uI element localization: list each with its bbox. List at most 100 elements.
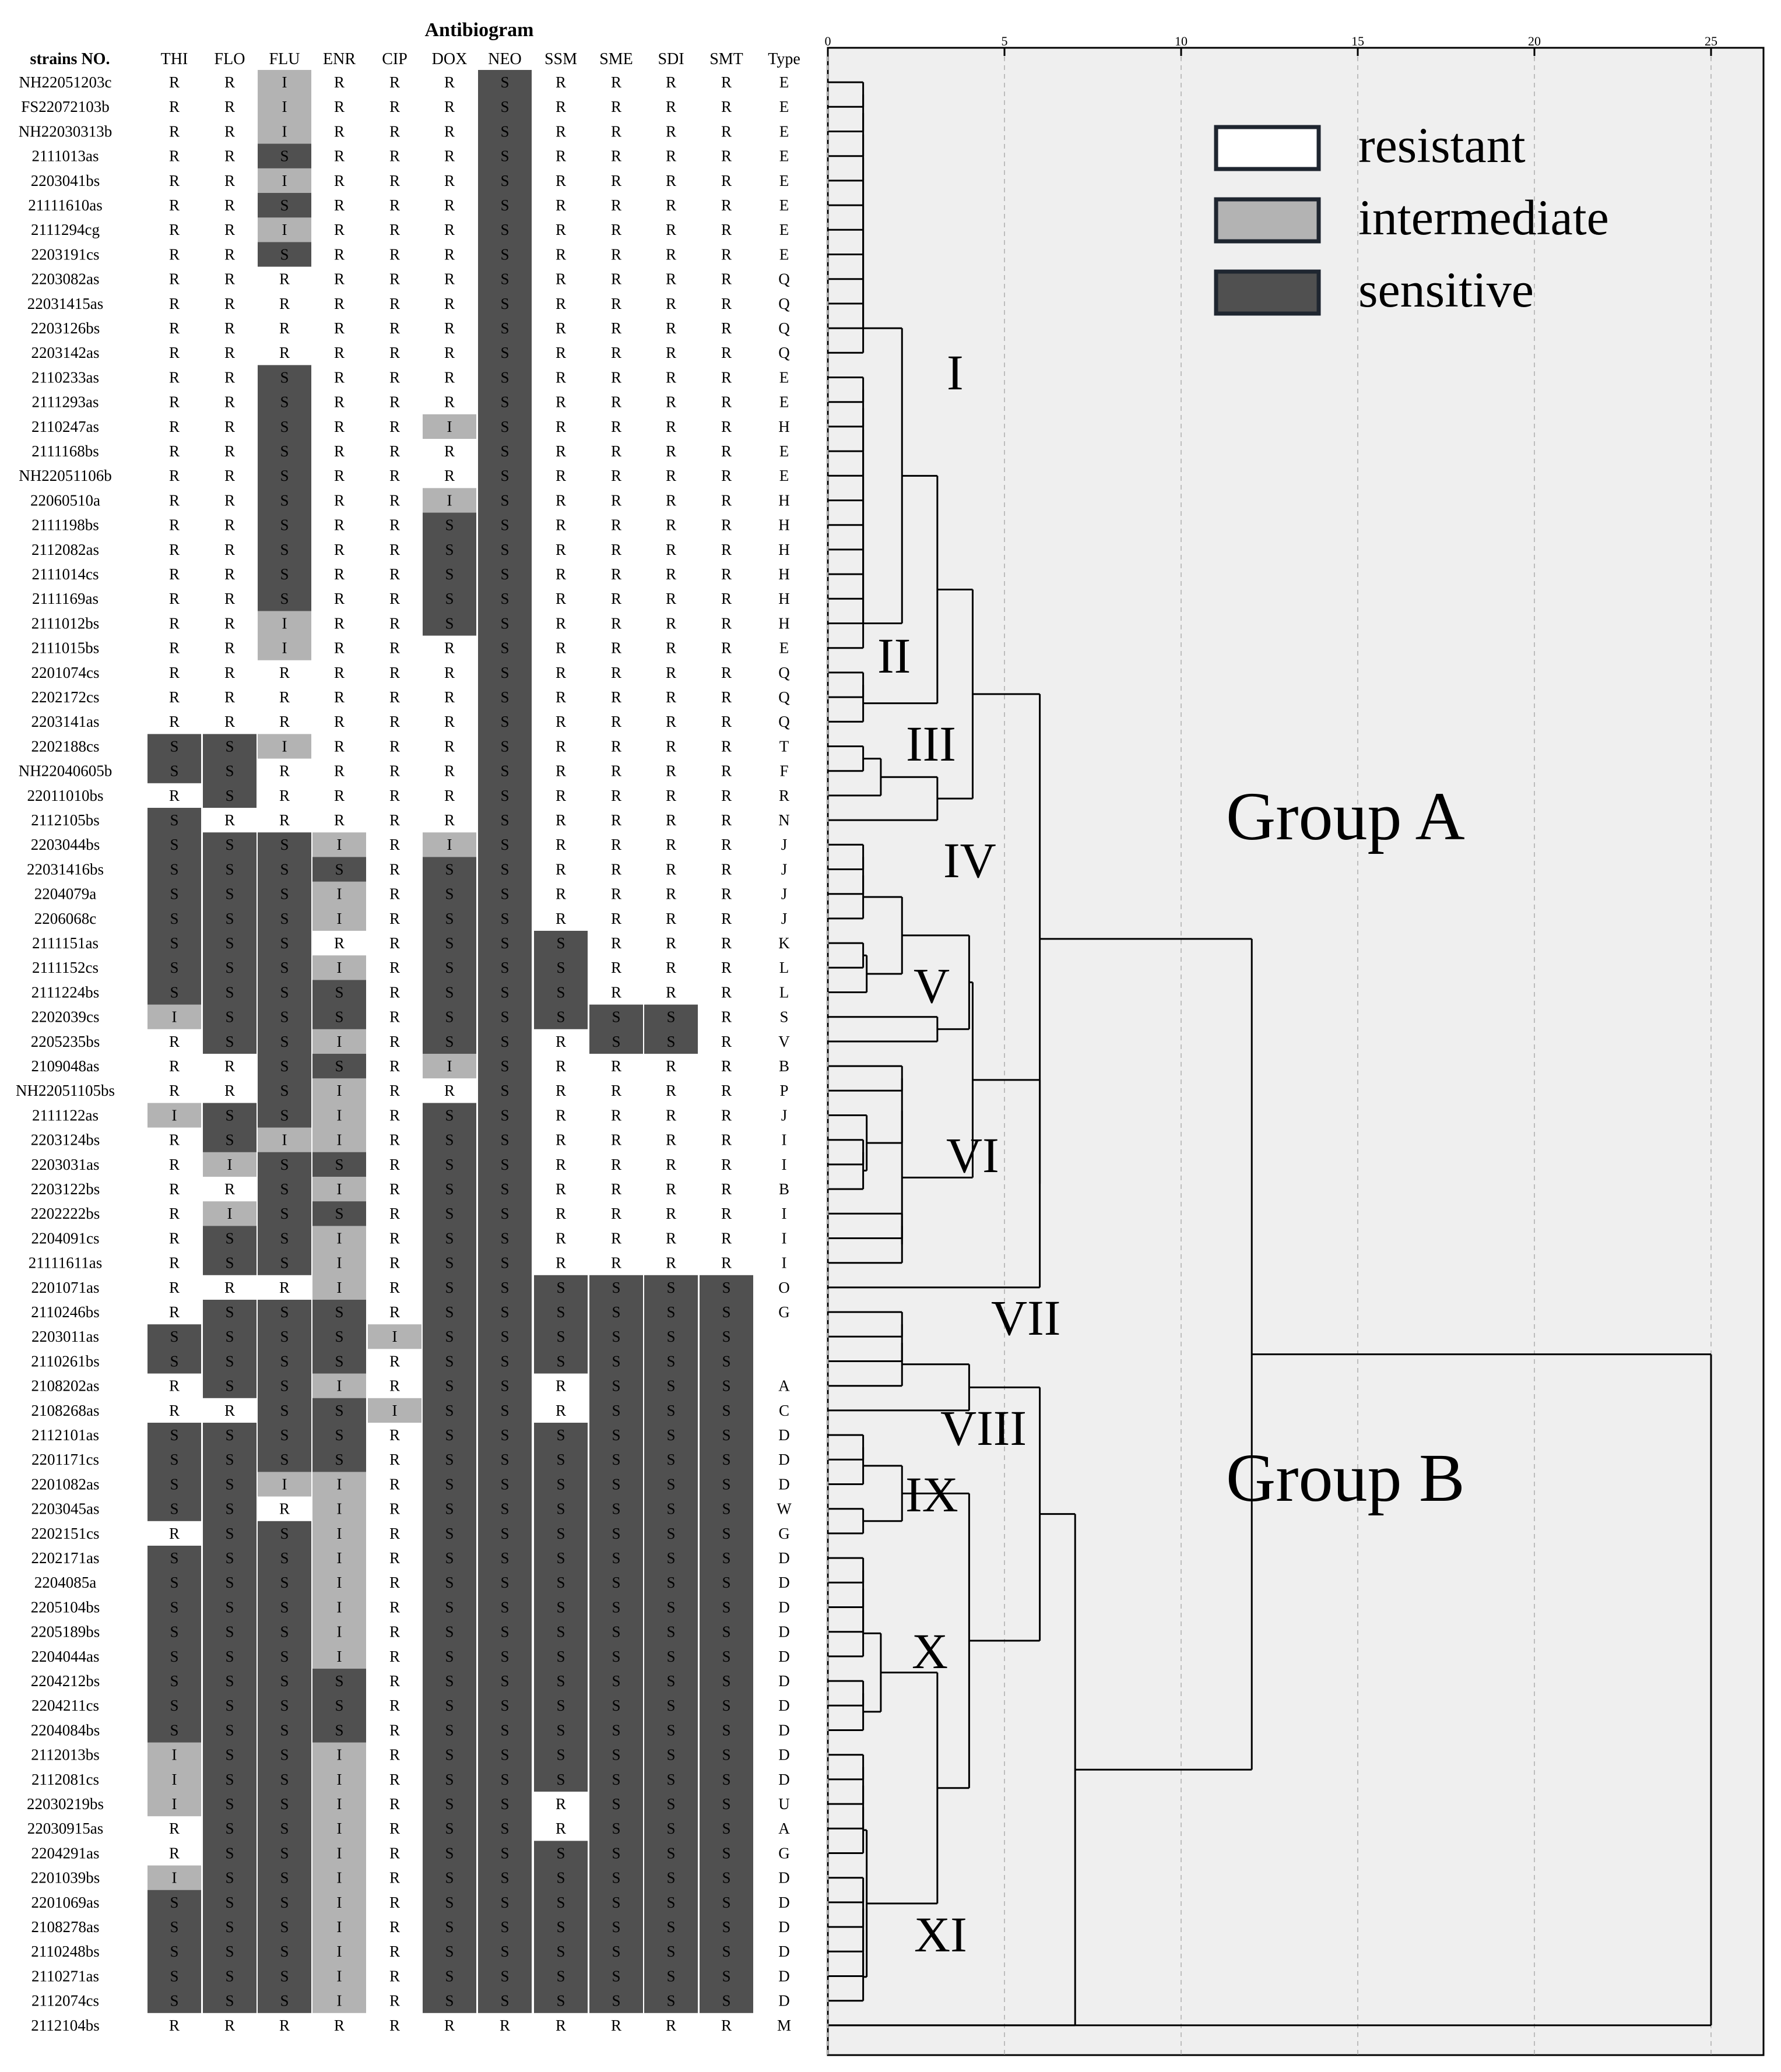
cell-sensitive (423, 1275, 476, 1300)
cell-sensitive (478, 758, 532, 784)
cell-intermediate (312, 1521, 366, 1546)
cell-sensitive (478, 1275, 532, 1300)
cell-resistant (589, 291, 643, 316)
cell-resistant (589, 857, 643, 882)
cell-sensitive (534, 931, 588, 956)
cell-sensitive (534, 1300, 588, 1325)
cell-resistant (368, 906, 421, 931)
cell-value: S (500, 418, 509, 435)
cell-resistant (368, 1127, 421, 1153)
cell-value: R (389, 1697, 400, 1714)
cell-sensitive (423, 1619, 476, 1645)
cell-value: S (612, 1598, 620, 1616)
cell-resistant (644, 660, 698, 685)
cell-value: S (280, 491, 289, 509)
cell-value: S (722, 1943, 730, 1960)
cell-value: R (666, 516, 676, 534)
cell-sensitive (644, 1324, 698, 1349)
cell-resistant (700, 1127, 753, 1153)
antibiotic-header-sdi: SDI (658, 50, 684, 68)
cell-value: S (225, 1131, 234, 1149)
cell-resistant (589, 217, 643, 242)
cell-value: S (280, 910, 289, 927)
cell-resistant (203, 316, 257, 341)
type-label: E (779, 467, 789, 484)
cell-sensitive (258, 414, 311, 439)
cell-value: S (556, 1894, 565, 1911)
cell-value: I (337, 1746, 342, 1764)
cell-sensitive (203, 1029, 257, 1054)
cell-value: S (500, 73, 509, 91)
type-label: F (779, 762, 788, 780)
cell-sensitive (534, 1570, 588, 1595)
cell-sensitive (258, 1644, 311, 1669)
cell-value: S (666, 1967, 675, 1985)
cell-sensitive (700, 1447, 753, 1472)
cell-sensitive (534, 1693, 588, 1718)
type-label: E (779, 221, 789, 238)
cell-value: S (500, 1992, 509, 2010)
cell-value: S (225, 1721, 234, 1739)
cell-sensitive (478, 586, 532, 611)
cell-sensitive (478, 168, 532, 194)
cell-value: S (225, 860, 234, 878)
cell-resistant (368, 1300, 421, 1325)
cell-sensitive (478, 119, 532, 145)
cell-resistant (700, 94, 753, 119)
cell-value: S (280, 1721, 289, 1739)
cell-sensitive (700, 1496, 753, 1522)
cell-intermediate (258, 611, 311, 636)
cell-intermediate (423, 414, 476, 439)
cell-value: I (282, 122, 287, 140)
cell-resistant (368, 1693, 421, 1718)
cell-value: R (334, 639, 345, 657)
cell-value: R (556, 688, 566, 706)
cell-value: S (280, 1672, 289, 1690)
cell-resistant (147, 1373, 201, 1399)
type-label: E (779, 147, 789, 165)
cell-resistant (368, 1177, 421, 1202)
strain-label: 2204211cs (31, 1697, 99, 1714)
cell-value: R (334, 172, 345, 189)
cell-value: R (169, 368, 180, 386)
cell-resistant (147, 365, 201, 391)
cell-value: S (280, 1844, 289, 1862)
cell-sensitive (478, 193, 532, 218)
cell-value: I (337, 1967, 342, 1985)
cell-resistant (368, 1521, 421, 1546)
type-label: E (779, 172, 789, 189)
cell-value: R (169, 73, 180, 91)
cell-value: R (611, 245, 621, 263)
cell-resistant (312, 193, 366, 218)
cell-sensitive (423, 1127, 476, 1153)
cell-value: R (444, 147, 455, 165)
cell-value: R (224, 270, 235, 288)
type-column-header: Type (768, 50, 800, 68)
cell-sensitive (147, 1496, 201, 1522)
cell-resistant (147, 562, 201, 587)
cell-value: I (337, 1106, 342, 1124)
strain-label: NH22030313b (19, 122, 113, 140)
cell-value: S (445, 614, 454, 632)
cell-sensitive (478, 611, 532, 636)
cell-intermediate (312, 1546, 366, 1571)
cell-intermediate (258, 635, 311, 661)
cell-value: S (170, 811, 178, 829)
cell-sensitive (203, 1349, 257, 1374)
strain-label: 2111151as (32, 934, 99, 952)
cell-resistant (147, 709, 201, 734)
cell-resistant (147, 685, 201, 710)
cell-value: R (224, 147, 235, 165)
cell-value: S (225, 1598, 234, 1616)
cell-value: R (389, 811, 400, 829)
strain-label: 2110233as (31, 368, 99, 386)
cell-value: R (169, 1082, 180, 1099)
type-label: D (778, 1648, 790, 1665)
cell-value: S (556, 1672, 565, 1690)
cell-value: R (611, 860, 621, 878)
cell-resistant (423, 463, 476, 488)
type-label: J (781, 1106, 788, 1124)
cell-value: R (444, 245, 455, 263)
cell-resistant (589, 906, 643, 931)
type-label: D (778, 1992, 790, 2010)
